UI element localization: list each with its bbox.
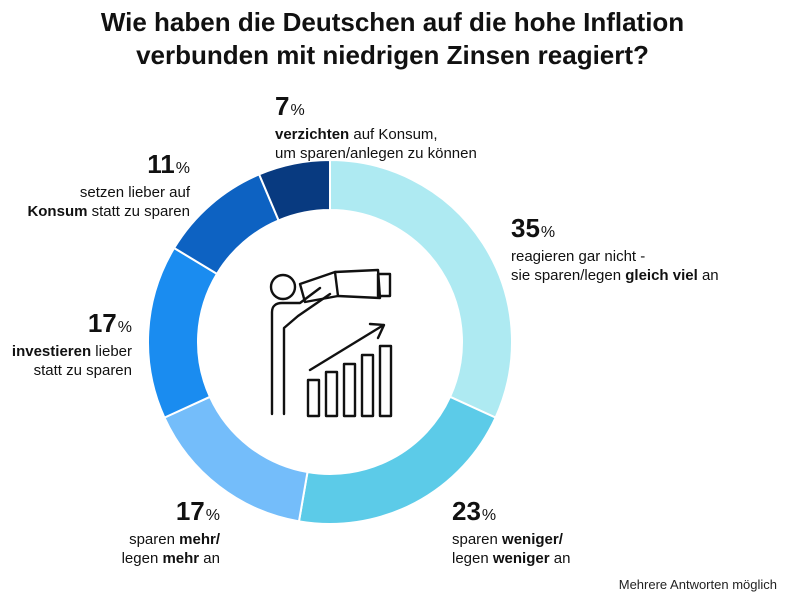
slice-0-line-b-bold: gleich viel <box>625 267 698 284</box>
donut-slice-5 <box>257 158 331 222</box>
slice-1-value: 23 <box>452 496 481 526</box>
donut-slice-0 <box>329 158 513 419</box>
slice-5-line-a-bold: verzichten <box>275 126 350 143</box>
slice-1-line-b-bold: weniger <box>492 550 550 567</box>
chart-title-line2: verbunden mit niedrigen Zinsen reagiert? <box>136 40 649 70</box>
slice-3-line-b: statt zu sparen <box>33 362 132 379</box>
slice-2-line-b-plain: legen <box>121 550 163 567</box>
slice-label-1: 23% sparen weniger/ legen weniger an <box>452 497 570 568</box>
slice-0-line-a: reagieren gar nicht - <box>511 248 646 265</box>
slice-3-value: 17 <box>87 308 117 338</box>
slice-4-value: 11 <box>147 149 175 179</box>
slice-2-line-a-bold: mehr/ <box>179 531 220 548</box>
slice-label-4: 11% setzen lieber auf Konsum statt zu sp… <box>27 150 190 221</box>
slice-4-line-a: setzen lieber auf <box>79 184 190 201</box>
slice-4-line-b-plain: statt zu sparen <box>87 203 190 220</box>
chart-title: Wie haben die Deutschen auf die hohe Inf… <box>0 6 785 72</box>
slice-1-line-b-plain: legen <box>452 550 493 567</box>
slice-0-line-b-plain: sie sparen/legen <box>511 267 626 284</box>
telescope-growth-chart-icon <box>269 268 393 418</box>
slice-5-value: 7 <box>275 91 290 121</box>
slice-2-line-b-end: an <box>199 550 220 567</box>
donut-slice-3 <box>147 246 219 419</box>
slice-5-line-b: um sparen/anlegen zu können <box>275 145 477 162</box>
slice-0-value: 35 <box>511 213 540 243</box>
slice-1-line-b-end: an <box>549 550 571 567</box>
slice-3-unit: % <box>117 319 132 336</box>
slice-3-line-a-bold: investieren <box>11 343 92 360</box>
slice-5-unit: % <box>290 102 305 119</box>
slice-0-line-b-end: an <box>697 267 719 284</box>
slice-label-0: 35% reagieren gar nicht - sie sparen/leg… <box>511 214 719 285</box>
slice-4-unit: % <box>175 160 190 177</box>
footnote: Mehrere Antworten möglich <box>618 577 777 592</box>
slice-label-3: 17% investieren lieber statt zu sparen <box>12 309 132 380</box>
slice-label-2: 17% sparen mehr/ legen mehr an <box>122 497 220 568</box>
chart-title-line1: Wie haben die Deutschen auf die hohe Inf… <box>100 7 685 37</box>
slice-2-unit: % <box>205 507 220 524</box>
slice-label-5: 7% verzichten auf Konsum, um sparen/anle… <box>275 92 477 163</box>
slice-1-line-a-bold: weniger/ <box>502 531 563 548</box>
slice-3-line-a-plain: lieber <box>91 343 132 360</box>
slice-2-line-a-plain: sparen <box>129 531 180 548</box>
slice-0-unit: % <box>540 224 556 241</box>
slice-5-line-a-plain: auf Konsum, <box>349 126 438 143</box>
slice-4-line-b-bold: Konsum <box>27 203 88 220</box>
slice-2-line-b-bold: mehr <box>162 550 200 567</box>
slice-1-unit: % <box>481 507 497 524</box>
slice-2-value: 17 <box>175 496 205 526</box>
slice-1-line-a-plain: sparen <box>452 531 503 548</box>
